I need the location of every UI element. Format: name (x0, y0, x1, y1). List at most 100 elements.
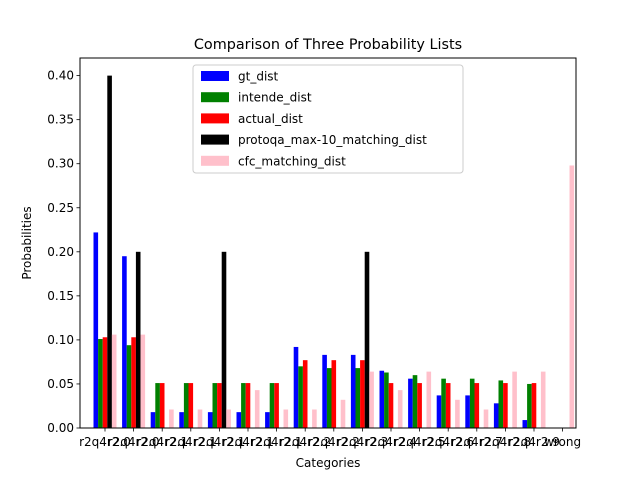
x-tick-label: r2q4r2.7 (451, 435, 503, 449)
bar-gt-dist (379, 370, 385, 428)
bar-cfc-matching-dist (169, 409, 174, 428)
bar-actual-dist (245, 383, 251, 428)
y-axis-label: Probabilities (20, 206, 34, 279)
x-tick-label: r2q4r2.1 (165, 435, 217, 449)
bar-intende-dist (441, 378, 446, 428)
bar-protoqa-max-10-matching-dist (135, 251, 141, 428)
bar-actual-dist (445, 383, 451, 428)
x-tick-label: r2q4r2.2 (308, 435, 360, 449)
x-tick-label: r2q4r2.4 (365, 435, 417, 449)
bars-layer (93, 75, 575, 429)
legend-swatch (201, 71, 229, 81)
bar-actual-dist (417, 383, 422, 428)
bar-actual-dist (217, 383, 222, 428)
x-tick-label: r2q4r2.6 (422, 435, 474, 449)
bar-actual-dist (360, 360, 365, 428)
bar-gt-dist (265, 412, 270, 428)
bar-intende-dist (498, 380, 504, 428)
bar-gt-dist (150, 412, 156, 428)
bar-actual-dist (188, 383, 194, 428)
y-tick-label: 0.15 (47, 289, 74, 303)
x-tick-label: r2q4r2.9 (508, 435, 560, 449)
legend: gt_dist intende_dist actual_dist protoqa_ma… (192, 64, 464, 174)
bar-protoqa-max-10-matching-dist (107, 75, 112, 429)
x-tick-label: r2q4r2.0 (108, 435, 160, 449)
bar-protoqa-max-10-matching-dist (364, 251, 370, 428)
bar-intende-dist (126, 345, 132, 428)
bar-actual-dist (159, 383, 165, 428)
bar-gt-dist (122, 256, 127, 428)
bar-intende-dist (241, 383, 246, 428)
x-tick-label: r2q4r2.5 (394, 435, 446, 449)
bar-gt-dist (493, 403, 499, 428)
bar-gt-dist (207, 412, 213, 428)
bar-cfc-matching-dist (569, 165, 575, 429)
chart-title: Comparison of Three Probability Lists (194, 37, 462, 53)
bar-cfc-matching-dist (140, 334, 146, 428)
bar-gt-dist (350, 354, 356, 428)
legend-swatch (201, 134, 229, 145)
legend-swatch (201, 155, 229, 166)
bar-cfc-matching-dist (340, 399, 346, 428)
y-tick-label: 0.40 (47, 69, 74, 83)
bar-intende-dist (98, 339, 103, 428)
x-tick-label: wrong (544, 435, 581, 449)
x-tick-label: r2q4r2.3 (336, 435, 388, 449)
x-tick-label: r2q4r2.0 (79, 435, 131, 449)
x-axis: r2q4r2.0r2q4r2.0r2q4r2.1r2q4r2.1r2q4r2.1… (79, 428, 581, 449)
bar-actual-dist (503, 383, 508, 428)
bar-actual-dist (102, 337, 108, 428)
legend-box (192, 64, 464, 174)
y-tick-label: 0.25 (47, 201, 74, 215)
y-tick-label: 0.35 (47, 113, 74, 127)
bar-intende-dist (355, 368, 361, 428)
bar-intende-dist (527, 383, 532, 428)
bar-cfc-matching-dist (254, 390, 260, 428)
bar-intende-dist (326, 368, 332, 428)
bar-intende-dist (155, 383, 160, 428)
y-tick-label: 0.05 (47, 377, 74, 391)
x-tick-label: r2q4r2.2 (279, 435, 331, 449)
bar-cfc-matching-dist (283, 409, 289, 428)
x-tick-label: r2q4r2.1 (193, 435, 245, 449)
bar-cfc-matching-dist (426, 371, 432, 428)
legend-swatch (201, 113, 229, 124)
bar-cfc-matching-dist (540, 371, 546, 428)
x-tick-label: r2q4r2.1 (251, 435, 303, 449)
bar-gt-dist (522, 420, 528, 428)
bar-intende-dist (269, 383, 275, 428)
bar-gt-dist (322, 354, 327, 428)
bar-actual-dist (131, 337, 136, 428)
bar-cfc-matching-dist (312, 409, 317, 428)
y-axis: 0.00 0.05 0.10 0.15 0.20 0.25 0.30 0.35 0.40 (47, 69, 80, 435)
y-tick-label: 0.10 (47, 333, 74, 347)
y-tick-label: 0.30 (47, 157, 74, 171)
bar-cfc-matching-dist (455, 399, 460, 428)
bar-intende-dist (412, 375, 418, 428)
bar-actual-dist (302, 360, 308, 428)
bar-cfc-matching-dist (197, 409, 203, 428)
bar-cfc-matching-dist (226, 409, 231, 428)
bar-cfc-matching-dist (483, 409, 489, 428)
bar-gt-dist (465, 395, 470, 428)
bar-actual-dist (274, 383, 279, 428)
bar-gt-dist (179, 412, 184, 428)
bar-cfc-matching-dist (111, 334, 117, 428)
bar-actual-dist (531, 383, 537, 428)
legend-swatch (201, 92, 229, 103)
legend-label: intende_dist (238, 91, 312, 105)
bar-gt-dist (293, 346, 299, 428)
legend-label: gt_dist (238, 70, 279, 84)
x-tick-label: r2q4r2.8 (479, 435, 531, 449)
bar-protoqa-max-10-matching-dist (221, 251, 227, 428)
y-tick-label: 0.20 (47, 245, 74, 259)
bar-intende-dist (298, 366, 303, 428)
bar-actual-dist (388, 383, 394, 428)
x-tick-label: r2q4r2.1 (222, 435, 274, 449)
bar-cfc-matching-dist (397, 390, 403, 428)
legend-label: actual_dist (238, 112, 303, 126)
bar-actual-dist (331, 360, 337, 428)
y-tick-label: 0.00 (47, 421, 74, 435)
bar-gt-dist (408, 378, 413, 428)
